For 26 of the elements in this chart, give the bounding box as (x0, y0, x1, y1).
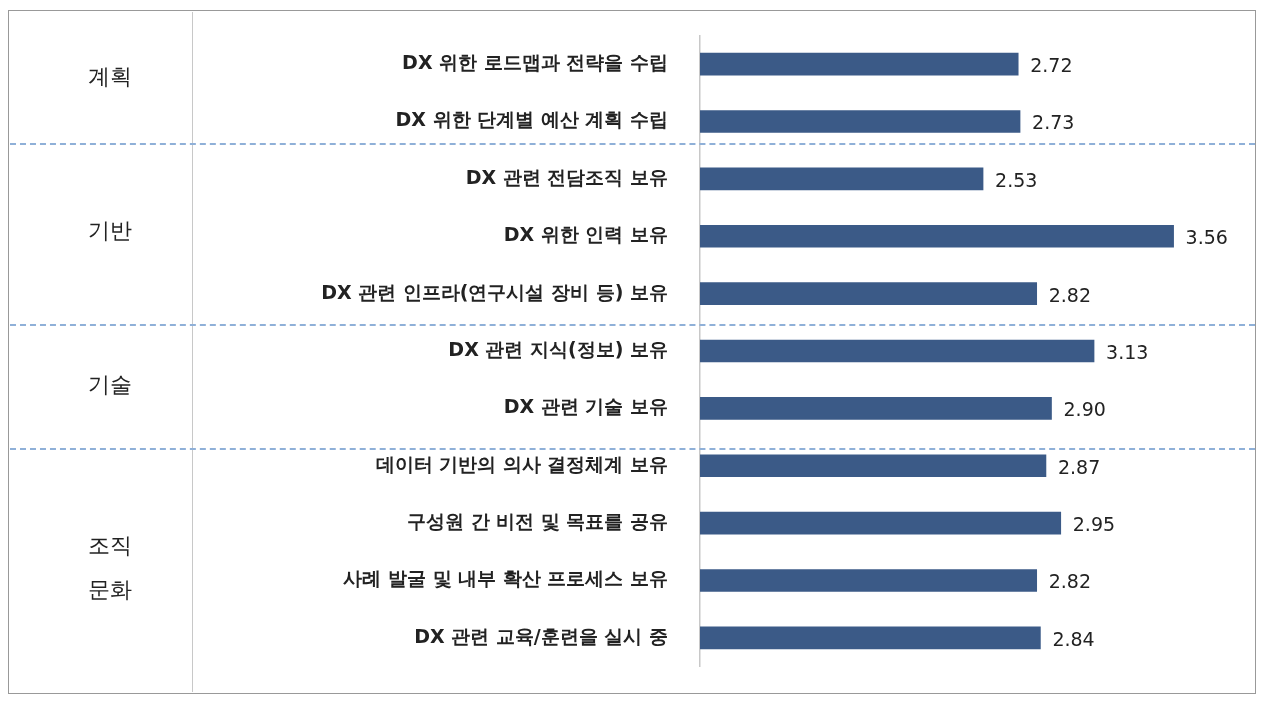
data-label: 2.90 (1063, 398, 1106, 421)
data-label: 2.73 (1032, 111, 1075, 134)
data-label: 2.72 (1030, 54, 1073, 77)
data-label: 2.82 (1048, 283, 1092, 306)
data-label: 2.84 (1052, 627, 1095, 650)
y-tick-label: DX 관련 기술 보유 (503, 395, 668, 418)
y-tick-label: DX 위한 인력 보유 (503, 223, 668, 246)
text: 기술 (87, 371, 133, 399)
y-tick-label: 사례 발굴 및 내부 확산 프로세스 보유 (343, 567, 668, 590)
y-tick-label: DX 위한 로드맵과 전략을 수립 (402, 51, 668, 74)
y-tick-label: DX 위한 단계별 예산 계획 수립 (395, 108, 668, 131)
data-label: 2.53 (995, 168, 1038, 191)
y-tick-label: DX 관련 인프라(연구시설 장비 등) 보유 (321, 280, 668, 303)
y-tick-label: DX 관련 전담조직 보유 (465, 165, 668, 188)
data-label: 2.95 (1072, 513, 1116, 536)
y-tick-label: 데이터 기반의 의사 결정체계 보유 (375, 452, 668, 475)
y-tick-label: DX 관련 지식(정보) 보유 (448, 337, 668, 360)
data-label: 3.13 (1106, 340, 1149, 363)
text: 계획 (87, 63, 133, 91)
text: 조직 문화 (87, 532, 133, 604)
data-label: 3.56 (1185, 226, 1228, 249)
text: 기반 (87, 217, 133, 245)
y-tick-label: 구성원 간 비전 및 목표를 공유 (406, 510, 668, 533)
data-label: 2.82 (1048, 570, 1092, 593)
data-label: 2.87 (1057, 455, 1101, 478)
y-tick-label: DX 관련 교육/훈련을 실시 중 (414, 624, 668, 647)
